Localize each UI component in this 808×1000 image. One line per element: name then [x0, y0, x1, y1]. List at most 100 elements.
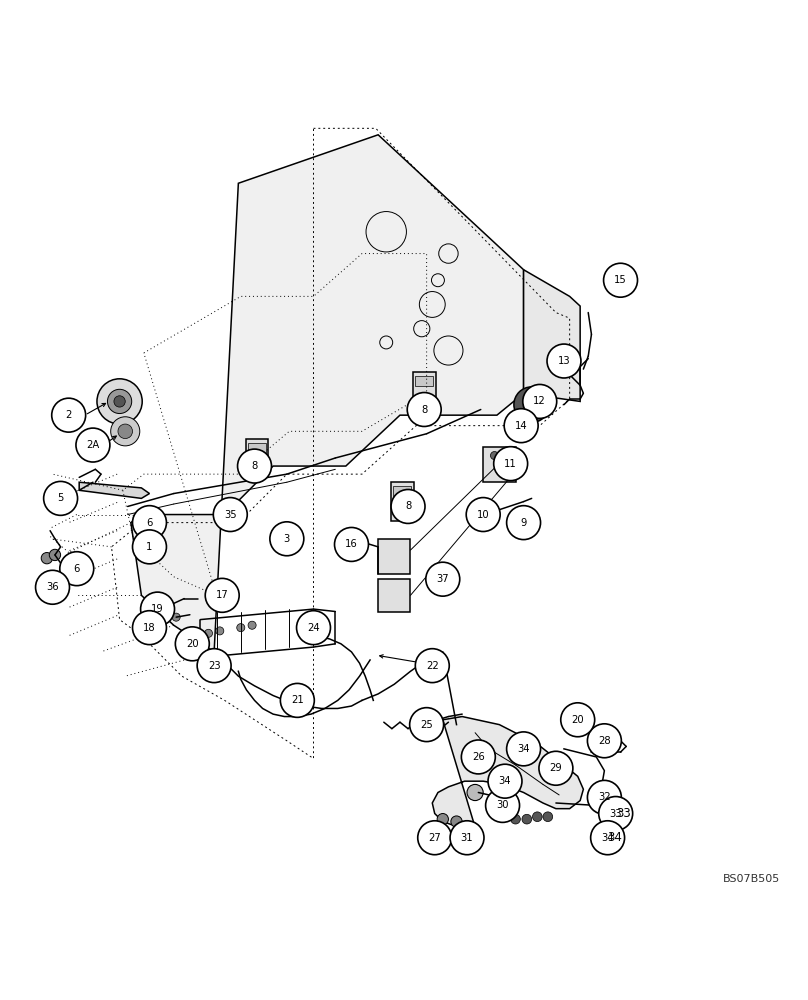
Text: 10: 10 [477, 510, 490, 520]
Circle shape [111, 417, 140, 446]
Circle shape [472, 500, 485, 513]
Circle shape [41, 553, 53, 564]
Circle shape [118, 424, 133, 439]
Circle shape [604, 263, 638, 297]
Circle shape [511, 814, 520, 824]
Circle shape [524, 397, 540, 413]
Text: 17: 17 [216, 590, 229, 600]
Text: 15: 15 [614, 275, 627, 285]
Circle shape [522, 814, 532, 824]
Polygon shape [79, 482, 149, 498]
Circle shape [466, 498, 500, 532]
Circle shape [451, 816, 462, 827]
Text: 34: 34 [601, 833, 614, 843]
Circle shape [270, 522, 304, 556]
Circle shape [543, 812, 553, 822]
Circle shape [97, 379, 142, 424]
Circle shape [545, 764, 558, 777]
Text: 27: 27 [428, 833, 441, 843]
Text: 24: 24 [307, 623, 320, 633]
Circle shape [490, 452, 499, 460]
Circle shape [457, 825, 467, 835]
Text: 5: 5 [57, 493, 64, 503]
Text: 21: 21 [291, 695, 304, 705]
Text: 11: 11 [504, 459, 517, 469]
Text: 2A: 2A [86, 440, 99, 450]
Text: 14: 14 [515, 421, 528, 431]
Circle shape [467, 784, 483, 801]
Circle shape [133, 530, 166, 564]
Text: 1: 1 [146, 542, 153, 552]
Text: 34: 34 [608, 831, 622, 844]
Circle shape [437, 814, 448, 825]
Circle shape [415, 649, 449, 683]
Text: 2: 2 [65, 410, 72, 420]
Circle shape [297, 611, 330, 645]
Circle shape [410, 708, 444, 742]
Polygon shape [415, 376, 433, 386]
Circle shape [175, 627, 209, 661]
Circle shape [44, 481, 78, 515]
Text: 8: 8 [421, 405, 427, 415]
Text: 20: 20 [571, 715, 584, 725]
Circle shape [335, 527, 368, 561]
Circle shape [501, 470, 509, 478]
Text: 6: 6 [146, 518, 153, 528]
Circle shape [591, 821, 625, 855]
Text: 26: 26 [472, 752, 485, 762]
Polygon shape [432, 717, 583, 827]
Polygon shape [524, 270, 580, 401]
Polygon shape [378, 579, 410, 612]
Polygon shape [393, 486, 411, 497]
Circle shape [587, 724, 621, 758]
Circle shape [114, 396, 125, 407]
Circle shape [468, 825, 478, 835]
Circle shape [216, 627, 224, 635]
Text: 9: 9 [520, 518, 527, 528]
Polygon shape [413, 372, 436, 410]
Text: 23: 23 [208, 661, 221, 671]
Text: 6: 6 [74, 564, 80, 574]
Text: 37: 37 [436, 574, 449, 584]
Text: 12: 12 [533, 396, 546, 406]
Polygon shape [248, 443, 266, 453]
Circle shape [213, 498, 247, 532]
Circle shape [514, 387, 549, 422]
Text: 35: 35 [224, 510, 237, 520]
Polygon shape [131, 135, 524, 652]
Circle shape [523, 384, 557, 418]
Circle shape [391, 489, 425, 523]
Text: 18: 18 [143, 623, 156, 633]
Circle shape [599, 797, 633, 830]
Text: 16: 16 [345, 539, 358, 549]
Circle shape [76, 428, 110, 462]
Circle shape [133, 506, 166, 540]
Circle shape [36, 570, 69, 604]
Polygon shape [246, 439, 268, 477]
Circle shape [49, 549, 61, 561]
Circle shape [486, 788, 520, 822]
Text: 13: 13 [558, 356, 570, 366]
Circle shape [141, 592, 175, 626]
Circle shape [52, 398, 86, 432]
Circle shape [547, 344, 581, 378]
Circle shape [107, 389, 132, 414]
Circle shape [504, 409, 538, 443]
Text: 19: 19 [151, 604, 164, 614]
Circle shape [204, 629, 213, 637]
Text: 34: 34 [517, 744, 530, 754]
Circle shape [507, 732, 541, 766]
Circle shape [587, 780, 621, 814]
Circle shape [485, 503, 498, 516]
Text: 36: 36 [46, 582, 59, 592]
Circle shape [280, 683, 314, 717]
Circle shape [532, 812, 542, 822]
Circle shape [238, 449, 271, 483]
Text: 22: 22 [426, 661, 439, 671]
Circle shape [507, 506, 541, 540]
Circle shape [461, 740, 495, 774]
Text: 33: 33 [609, 809, 622, 819]
Text: 34: 34 [499, 776, 511, 786]
Polygon shape [378, 539, 410, 574]
Text: 28: 28 [598, 736, 611, 746]
